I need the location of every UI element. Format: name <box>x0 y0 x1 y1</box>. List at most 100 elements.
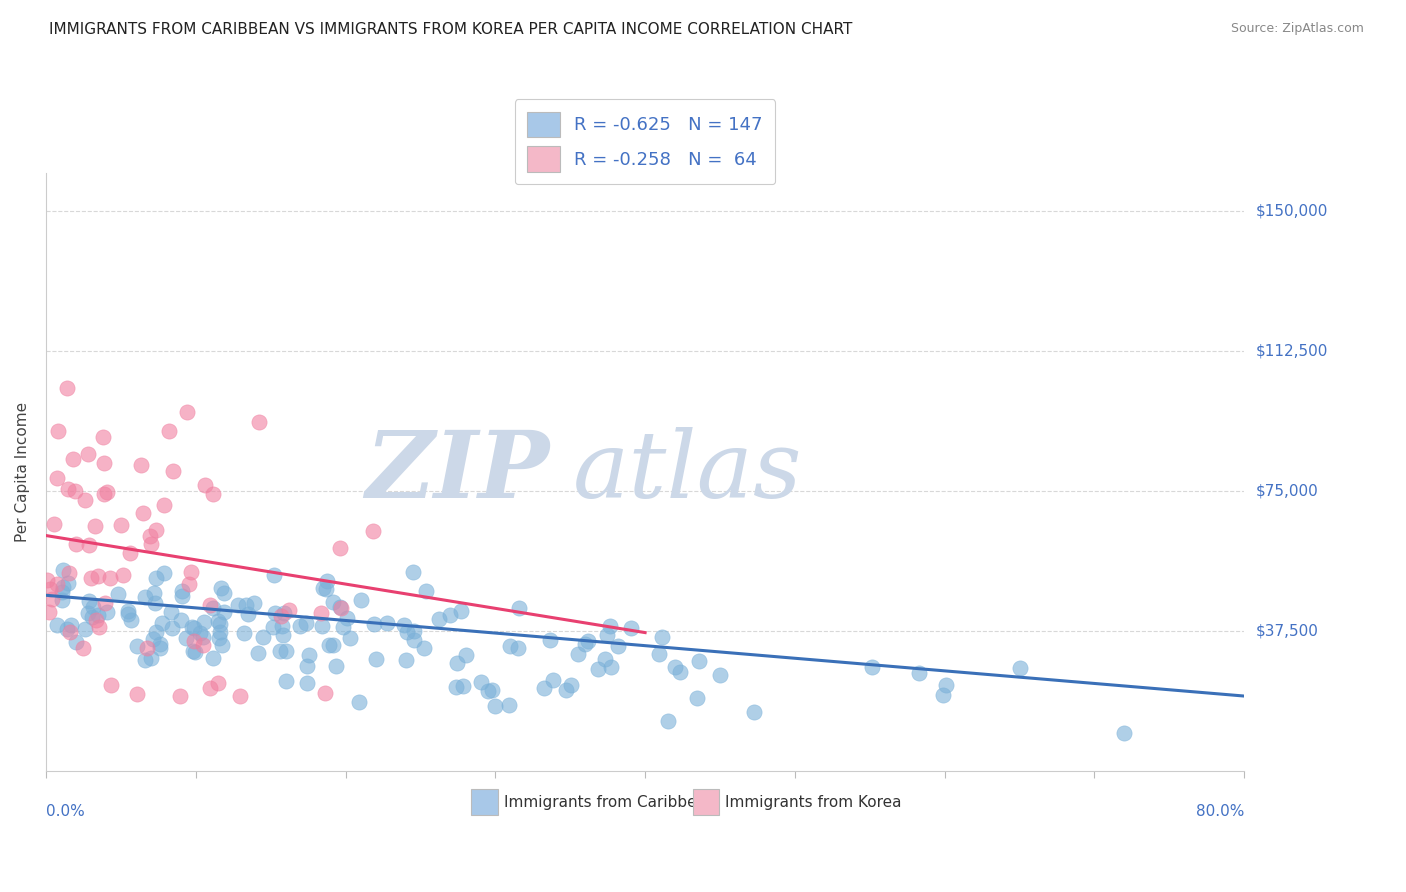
Point <box>1112 726 1135 740</box>
Text: IMMIGRANTS FROM CARIBBEAN VS IMMIGRANTS FROM KOREA PER CAPITA INCOME CORRELATION: IMMIGRANTS FROM CARIBBEAN VS IMMIGRANTS … <box>49 22 852 37</box>
Point <box>75 492 97 507</box>
Point <box>132 506 155 520</box>
Point <box>208 631 231 645</box>
Point <box>908 666 931 681</box>
Point <box>169 689 191 703</box>
Point <box>37 574 59 588</box>
Point <box>169 614 191 628</box>
Point <box>131 458 153 473</box>
Point <box>93 457 115 471</box>
Bar <box>693 789 720 815</box>
Point <box>149 637 172 651</box>
Point <box>315 582 337 596</box>
Point <box>395 625 418 640</box>
Point <box>59 624 82 639</box>
Point <box>439 607 461 622</box>
Point <box>38 605 60 619</box>
Point <box>533 681 555 695</box>
Point <box>402 633 425 648</box>
Point <box>181 620 204 634</box>
Point <box>538 632 561 647</box>
Point <box>127 687 149 701</box>
Point <box>96 485 118 500</box>
Point <box>149 641 172 656</box>
Point <box>567 648 589 662</box>
Point <box>484 698 506 713</box>
Point <box>46 617 69 632</box>
Point <box>295 659 318 673</box>
Point <box>322 638 344 652</box>
Point <box>72 641 94 656</box>
Point <box>470 674 492 689</box>
Point <box>316 574 339 589</box>
Point <box>56 381 79 395</box>
Point <box>309 606 332 620</box>
Point <box>134 653 156 667</box>
Point <box>350 592 373 607</box>
Point <box>295 616 318 631</box>
Point <box>339 631 361 645</box>
Point <box>212 586 235 600</box>
Point <box>329 600 352 615</box>
Point <box>332 620 354 634</box>
Point <box>252 630 274 644</box>
Point <box>664 660 686 674</box>
Point <box>125 639 148 653</box>
Point <box>38 582 60 596</box>
Point <box>120 613 142 627</box>
Point <box>498 698 520 713</box>
Point <box>329 541 352 555</box>
Y-axis label: Per Capita Income: Per Capita Income <box>15 402 30 542</box>
Point <box>94 596 117 610</box>
Point <box>415 583 437 598</box>
Point <box>499 639 522 653</box>
Point <box>201 650 224 665</box>
Point <box>139 537 162 551</box>
Point <box>238 607 260 621</box>
Point <box>209 616 232 631</box>
Text: 80.0%: 80.0% <box>1197 804 1244 819</box>
Point <box>52 563 75 577</box>
Point <box>742 705 765 719</box>
Point <box>77 447 100 461</box>
Point <box>271 619 294 633</box>
Point <box>111 568 134 582</box>
Point <box>596 628 619 642</box>
Point <box>118 546 141 560</box>
Point <box>270 609 292 624</box>
Point <box>576 634 599 648</box>
Point <box>193 631 215 645</box>
Point <box>201 601 224 615</box>
Point <box>453 679 475 693</box>
Point <box>668 665 690 680</box>
Point <box>620 621 643 635</box>
Point <box>87 569 110 583</box>
Point <box>392 617 415 632</box>
Point <box>56 483 79 497</box>
Point <box>58 576 80 591</box>
Point <box>191 639 214 653</box>
Point <box>311 619 333 633</box>
Point <box>80 571 103 585</box>
Point <box>444 680 467 694</box>
Point <box>145 624 167 639</box>
Point <box>932 688 955 702</box>
Point <box>214 605 236 619</box>
Point <box>229 689 252 703</box>
Point <box>201 487 224 501</box>
Point <box>427 612 450 626</box>
Point <box>65 635 87 649</box>
Text: ZIP: ZIP <box>366 427 550 517</box>
Point <box>450 604 472 618</box>
Point <box>233 626 256 640</box>
Point <box>143 586 166 600</box>
Point <box>45 576 67 591</box>
Point <box>312 581 335 595</box>
Point <box>481 683 503 698</box>
Point <box>364 652 387 666</box>
Point <box>143 596 166 610</box>
Point <box>264 606 287 620</box>
Point <box>336 611 359 625</box>
Point <box>198 681 221 695</box>
Point <box>686 690 709 705</box>
